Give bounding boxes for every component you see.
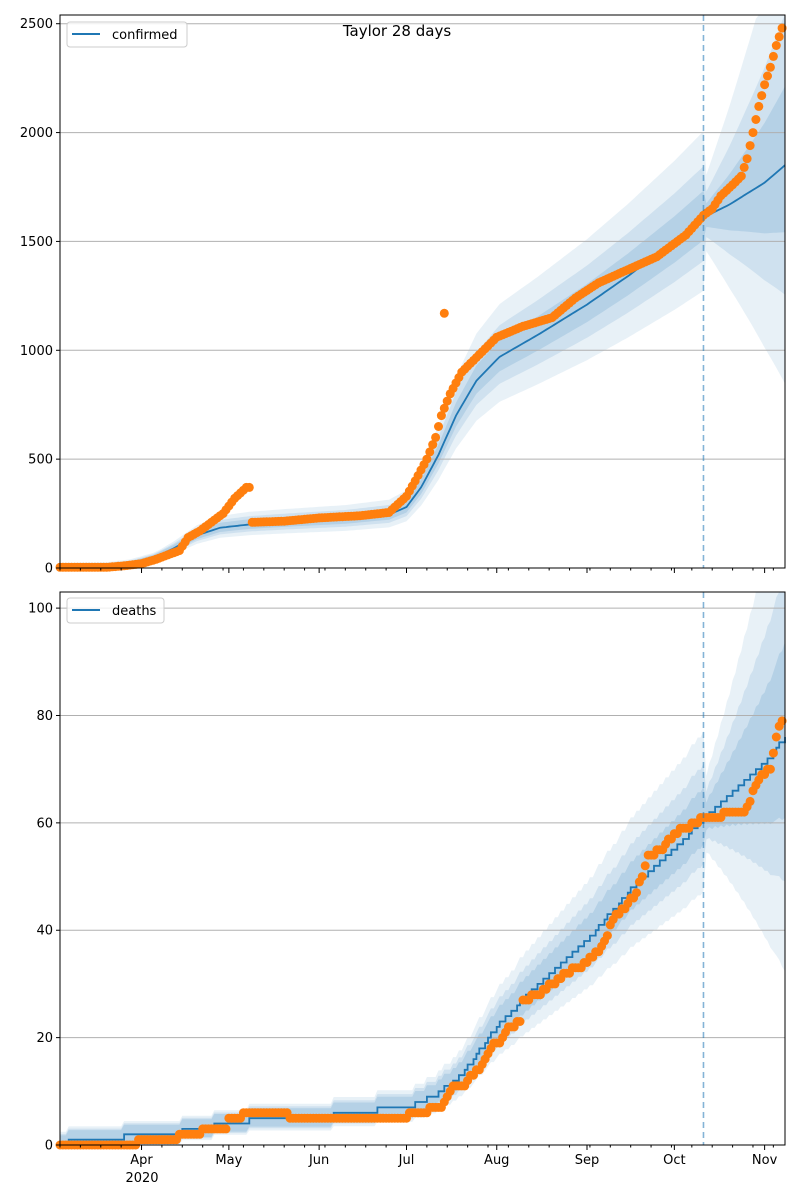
- observed-point: [431, 432, 441, 442]
- observed-point: [751, 115, 761, 124]
- deaths-axes: 0 20 40 60 80 100 Apr May Jun Jul Aug Sep Oct Nov de…: [28, 591, 787, 1186]
- x-tick-label: Oct: [663, 1153, 685, 1168]
- confirmed-uncertainty-bands: [60, 15, 785, 569]
- deaths-observed-points: [55, 716, 787, 1150]
- x-tick-label: Aug: [484, 1153, 509, 1168]
- observed-point: [637, 872, 647, 882]
- x-tick-year-label: 2020: [125, 1171, 158, 1186]
- uncertainty-band: [60, 592, 785, 1145]
- y-tick-label: 2000: [20, 126, 53, 141]
- y-tick-label: 1000: [20, 344, 53, 359]
- deaths-uncertainty-bands: [60, 592, 785, 1145]
- y-tick-label: 2500: [20, 17, 53, 32]
- uncertainty-band: [60, 15, 785, 568]
- observed-point: [745, 796, 755, 806]
- x-tick-label: Sep: [575, 1153, 600, 1168]
- observed-point: [771, 41, 781, 50]
- observed-point: [768, 51, 778, 61]
- observed-point: [428, 440, 438, 450]
- observed-point: [768, 748, 778, 758]
- observed-point: [760, 80, 770, 90]
- observed-point: [739, 162, 749, 172]
- y-tick-label: 0: [45, 1139, 53, 1154]
- observed-point: [436, 411, 446, 421]
- observed-point: [442, 396, 452, 406]
- observed-point: [742, 154, 752, 164]
- confirmed-y-ticks: 0 500 1000 1500 2000 2500: [20, 17, 60, 577]
- observed-point: [434, 422, 443, 431]
- observed-point: [422, 454, 432, 464]
- y-tick-label: 500: [28, 453, 53, 468]
- observed-point: [244, 482, 254, 492]
- observed-point: [425, 447, 435, 457]
- observed-point: [771, 732, 781, 742]
- confirmed-observed-points: [55, 23, 787, 572]
- chart-title: Taylor 28 days: [342, 22, 451, 40]
- observed-point: [754, 101, 764, 111]
- observed-point: [765, 764, 775, 774]
- observed-point: [757, 91, 767, 101]
- observed-point: [774, 32, 784, 42]
- y-tick-label: 40: [36, 924, 53, 939]
- observed-point: [748, 128, 758, 138]
- x-tick-label: Nov: [752, 1153, 778, 1168]
- observed-point: [640, 861, 650, 871]
- observed-point: [777, 716, 787, 726]
- observed-point: [745, 141, 755, 151]
- legend-box: [66, 597, 165, 624]
- confirmed-x-ticks: [59, 568, 774, 573]
- observed-point: [602, 931, 612, 941]
- legend-label-deaths: deaths: [112, 604, 157, 619]
- deaths-axes-frame: [59, 591, 786, 1146]
- y-tick-label: 100: [28, 602, 53, 617]
- deaths-y-ticks: 0 20 40 60 80 100: [28, 602, 60, 1154]
- observed-point: [736, 171, 746, 181]
- x-tick-label: Jul: [398, 1153, 415, 1168]
- deaths-x-ticks: Apr May Jun Jul Aug Sep Oct Nov: [59, 1145, 778, 1168]
- observed-point-outlier: [439, 308, 449, 318]
- observed-point: [439, 403, 449, 413]
- x-tick-label: Apr: [130, 1153, 153, 1168]
- observed-point: [221, 1124, 231, 1134]
- x-tick-label: Jun: [308, 1153, 329, 1168]
- observed-point: [632, 888, 641, 898]
- deaths-legend: deaths: [66, 597, 165, 624]
- deaths-gridlines: [60, 607, 785, 1146]
- y-tick-label: 60: [36, 816, 53, 831]
- observed-point: [777, 23, 787, 33]
- observed-point: [763, 71, 772, 81]
- x-tick-label: May: [215, 1153, 242, 1168]
- observed-point: [765, 62, 775, 72]
- legend-label-confirmed: confirmed: [112, 28, 178, 43]
- confirmed-axes: 0 500 1000 1500 2000 2500 Taylor 28 days conf…: [20, 14, 787, 577]
- y-tick-label: 1500: [20, 235, 53, 250]
- uncertainty-band: [60, 15, 785, 568]
- y-tick-label: 20: [36, 1031, 53, 1046]
- legend-box: [66, 21, 188, 48]
- confirmed-legend: confirmed: [66, 21, 188, 48]
- observed-point: [515, 1017, 525, 1026]
- y-tick-label: 80: [36, 709, 53, 724]
- confirmed-axes-frame: [59, 14, 786, 569]
- uncertainty-band: [60, 592, 785, 1145]
- y-tick-label: 0: [45, 562, 53, 577]
